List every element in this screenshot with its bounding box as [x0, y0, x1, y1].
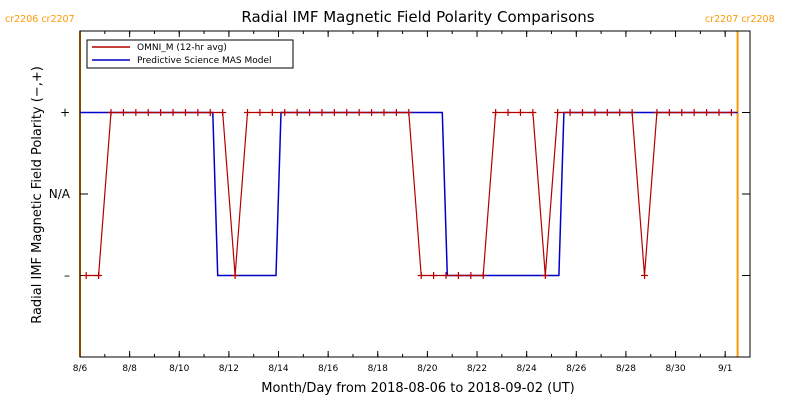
- series-omni-point: [628, 109, 636, 116]
- series-omni-point: [703, 109, 711, 116]
- series-omni-point: [244, 109, 251, 116]
- series-mas-model: [80, 111, 738, 277]
- series-omni-point: [405, 109, 413, 116]
- x-tick-label: 8/8: [122, 364, 137, 374]
- series-omni-point: [194, 109, 202, 116]
- chart-title: Radial IMF Magnetic Field Polarity Compa…: [241, 8, 594, 26]
- legend-label-omni: OMNI_M (12-hr avg): [137, 43, 227, 53]
- series-omni-point: [541, 272, 549, 279]
- x-tick-label: 8/14: [268, 364, 288, 374]
- series-omni-point: [144, 109, 152, 116]
- x-tick-label: 8/12: [219, 364, 239, 374]
- series-omni-point: [579, 109, 586, 116]
- series-omni-point: [306, 109, 314, 116]
- x-tick-label: 8/10: [169, 364, 189, 374]
- x-tick-label: 8/26: [566, 364, 586, 374]
- legend-label-mas: Predictive Science MAS Model: [137, 56, 272, 66]
- series-omni-point: [727, 109, 735, 116]
- series-omni-point: [566, 109, 574, 116]
- legend-box: [86, 39, 294, 69]
- series-omni-line: [86, 111, 732, 277]
- series-omni-point: [231, 272, 239, 279]
- series-omni-point: [430, 272, 438, 279]
- series-omni-point: [132, 109, 140, 116]
- y-tick-label: N/A: [49, 187, 71, 201]
- carrington-label: cr2206 cr2207: [5, 14, 75, 25]
- series-omni-point: [119, 109, 127, 116]
- series-omni-point: [591, 109, 599, 116]
- x-tick-label: 8/30: [665, 364, 685, 374]
- series-mas-line: [80, 111, 738, 277]
- x-tick-label: 8/22: [467, 364, 487, 374]
- series-omni-point: [293, 109, 301, 116]
- series-omni-point: [516, 109, 524, 116]
- y-axis: + N/A –: [49, 106, 750, 283]
- y-axis-label: Radial IMF Magnetic Field Polarity (−,+): [30, 66, 45, 324]
- series-omni-point: [616, 109, 624, 116]
- series-omni-point: [392, 109, 400, 116]
- series-omni-point: [653, 109, 661, 116]
- series-omni-point: [467, 272, 475, 279]
- series-omni-point: [219, 109, 227, 116]
- x-tick-label: 8/18: [368, 364, 388, 374]
- series-omni-point: [715, 109, 723, 116]
- series-omni-point: [380, 109, 388, 116]
- series-omni-point: [479, 272, 487, 279]
- y-tick-label: +: [60, 106, 70, 120]
- series-omni-point: [504, 109, 512, 116]
- x-axis: 8/6 8/8 8/10 8/12 8/14 8/16 8/18 8/20 8/22 8/24 8/…: [73, 31, 751, 374]
- x-tick-label: 8/24: [517, 364, 537, 374]
- series-omni-point: [107, 109, 115, 116]
- series-omni-point: [256, 109, 264, 116]
- series-omni-point: [665, 109, 673, 116]
- x-tick-label: 9/1: [718, 364, 732, 374]
- series-omni-point: [641, 272, 649, 279]
- series-omni-point: [206, 109, 214, 116]
- series-omni-point: [281, 109, 289, 116]
- series-omni-point: [95, 272, 103, 279]
- series-omni-point: [529, 109, 537, 116]
- series-omni-point: [417, 272, 425, 279]
- series-omni-point: [454, 272, 462, 279]
- legend: OMNI_M (12-hr avg) Predictive Science MA…: [86, 39, 294, 69]
- series-omni-point: [603, 109, 611, 116]
- x-axis-label: Month/Day from 2018-08-06 to 2018-09-02 …: [261, 381, 574, 396]
- series-omni-point: [690, 109, 698, 116]
- x-tick-label: 8/28: [616, 364, 636, 374]
- series-omni-point: [82, 272, 90, 279]
- x-tick-label: 8/16: [318, 364, 338, 374]
- series-omni-point: [343, 109, 351, 116]
- carrington-label: cr2207 cr2208: [705, 14, 775, 25]
- series-omni-point: [318, 109, 326, 116]
- series-omni-point: [492, 109, 500, 116]
- series-omni-point: [368, 109, 376, 116]
- x-tick-label: 8/20: [417, 364, 437, 374]
- series-omni-point: [355, 109, 363, 116]
- series-omni-point: [268, 109, 276, 116]
- series-omni-point: [330, 109, 338, 116]
- series-omni-point: [442, 272, 450, 279]
- series-omni-point: [554, 109, 562, 116]
- series-omni: [82, 109, 735, 279]
- x-tick-label: 8/6: [73, 364, 88, 374]
- y-tick-label: –: [64, 269, 70, 283]
- series-omni-point: [157, 109, 165, 116]
- series-omni-point: [169, 109, 177, 116]
- series-omni-point: [181, 109, 189, 116]
- series-omni-point: [678, 109, 686, 116]
